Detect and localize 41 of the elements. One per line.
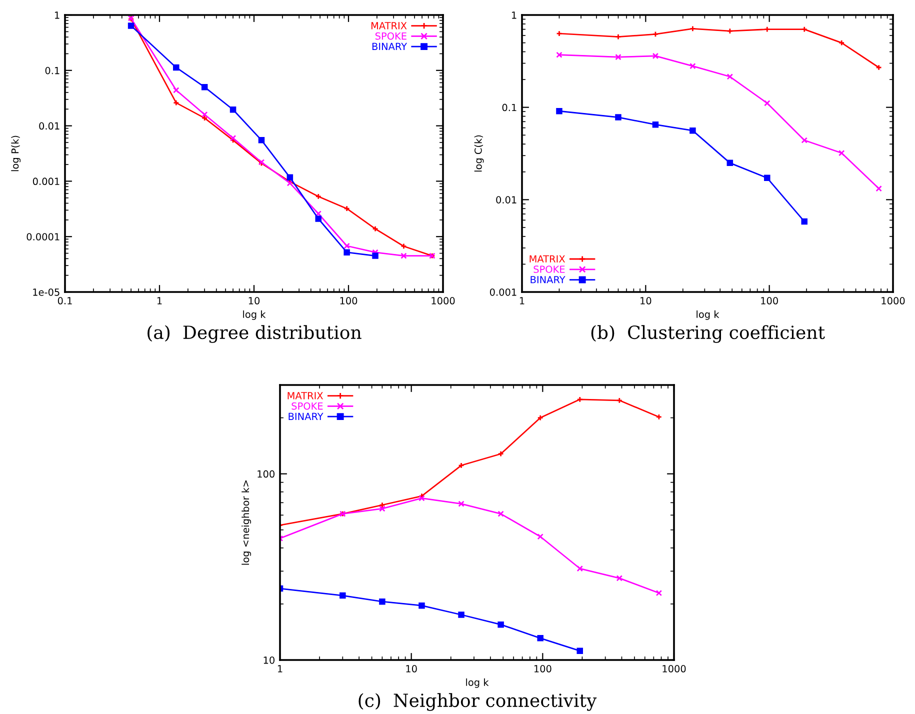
y-axis-title: log C(k) <box>474 135 484 172</box>
x-tick-label: 100 <box>534 665 552 672</box>
y-tick-label: 1e-05 <box>33 288 60 296</box>
y-axis-title: log P(k) <box>11 136 21 172</box>
x-axis-title: log k <box>466 678 489 688</box>
y-tick-label: 0.001 <box>490 288 516 296</box>
legend-label: BINARY <box>530 276 566 284</box>
y-tick-label: 0.1 <box>502 104 516 112</box>
x-tick-label: 100 <box>340 297 358 304</box>
legend-label: SPOKE <box>292 402 323 410</box>
y-tick-label: 0.01 <box>39 122 60 130</box>
legend-label: MATRIX <box>530 255 566 262</box>
x-axis-title: log k <box>243 310 266 320</box>
text: (b) Clustering coefficient <box>591 325 825 343</box>
legend-label: SPOKE <box>375 32 406 40</box>
y-tick-label: 0.001 <box>32 178 60 186</box>
y-axis-title: log <neighbor k> <box>242 480 252 565</box>
x-tick-label: 1 <box>278 665 282 672</box>
y-tick-label: 0.1 <box>45 66 60 74</box>
legend-label: BINARY <box>288 412 324 420</box>
x-tick-label: 1 <box>157 297 162 304</box>
y-tick-label: 0.0001 <box>26 233 60 240</box>
legend-label: BINARY <box>372 42 408 50</box>
legend-label: MATRIX <box>288 392 324 400</box>
text: (c) Neighbor connectivity <box>358 693 597 711</box>
legend-label: SPOKE <box>534 266 565 273</box>
x-tick-label: 1000 <box>662 665 686 672</box>
y-tick-label: 0.01 <box>496 196 516 204</box>
x-tick-label: 1000 <box>432 297 455 304</box>
y-tick-label: 1 <box>512 12 516 19</box>
x-tick-label: 1000 <box>882 297 905 304</box>
x-tick-label: 100 <box>761 297 778 304</box>
x-tick-label: 10 <box>640 297 652 304</box>
x-tick-label: 0.1 <box>58 297 72 304</box>
y-tick-label: 1 <box>55 12 60 19</box>
x-tick-label: 1 <box>520 297 524 304</box>
text: (a) Degree distribution <box>148 325 362 343</box>
legend-label: MATRIX <box>371 22 407 30</box>
x-tick-label: 10 <box>406 665 417 672</box>
x-axis-title: log k <box>696 310 720 320</box>
x-tick-label: 10 <box>248 297 260 304</box>
